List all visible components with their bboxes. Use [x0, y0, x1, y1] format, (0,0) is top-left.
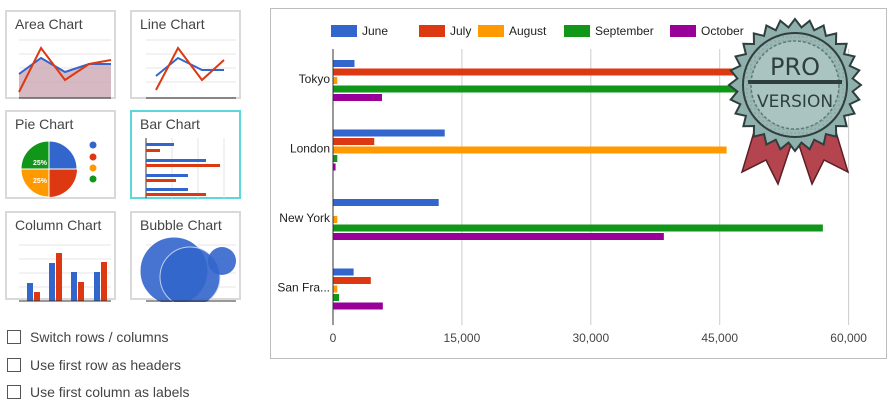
- bar: [333, 216, 338, 223]
- bar: [333, 163, 336, 171]
- bar: [333, 85, 746, 93]
- x-tick-label: 45,000: [701, 331, 738, 345]
- tile-label: Column Chart: [15, 217, 102, 233]
- bar: [333, 60, 355, 67]
- bar: [333, 224, 823, 232]
- column-chart-thumbnail: [19, 244, 111, 302]
- line-chart-thumbnail: [146, 39, 236, 99]
- tile-line-chart[interactable]: Line Chart: [130, 10, 241, 99]
- bar: [333, 277, 371, 284]
- bar: [333, 129, 445, 137]
- bar: [333, 268, 354, 276]
- tile-bubble-chart[interactable]: Bubble Chart: [130, 211, 241, 302]
- bar: [333, 233, 664, 240]
- category-label: London: [290, 142, 330, 156]
- tile-bar-chart[interactable]: Bar Chart: [130, 110, 241, 199]
- tile-label: Bar Chart: [140, 116, 200, 132]
- pie-slice-label: 25%: [33, 178, 48, 185]
- bar: [333, 155, 338, 162]
- pie-slice-label: 25%: [33, 160, 48, 167]
- x-tick-label: 0: [330, 331, 337, 345]
- tile-pie-chart[interactable]: 25% 25% Pie Chart: [5, 110, 116, 199]
- legend-label: October: [701, 24, 744, 38]
- badge-version-text: VERSION: [757, 92, 833, 112]
- category-label: San Fra...: [277, 281, 330, 295]
- first-row-headers-checkbox[interactable]: [7, 358, 21, 372]
- bar: [333, 94, 382, 101]
- legend-swatch: [419, 25, 445, 37]
- pie-chart-thumbnail: 25% 25%: [20, 140, 97, 198]
- bar: [333, 138, 375, 145]
- x-tick-label: 30,000: [572, 331, 609, 345]
- x-tick-label: 15,000: [444, 331, 481, 345]
- category-label: New York: [279, 211, 331, 225]
- tile-label: Bubble Chart: [140, 217, 222, 233]
- option-label: Use first row as headers: [30, 357, 181, 373]
- option-label: Use first column as labels: [30, 384, 190, 400]
- x-tick-label: 60,000: [830, 331, 867, 345]
- tile-label: Pie Chart: [15, 116, 74, 132]
- first-column-labels-option[interactable]: Use first column as labels: [7, 382, 190, 402]
- legend-label: July: [450, 24, 471, 38]
- bar-chart: 0 15,000 30,000 45,000 60,000 Tokyo London New …: [277, 24, 867, 345]
- legend-swatch: [670, 25, 696, 37]
- first-column-labels-checkbox[interactable]: [7, 385, 21, 399]
- legend-swatch: [478, 25, 504, 37]
- tile-column-chart[interactable]: Column Chart: [5, 211, 116, 302]
- legend-label: September: [595, 24, 654, 38]
- switch-rows-columns-option[interactable]: Switch rows / columns: [7, 327, 168, 347]
- pro-version-badge: PRO VERSION: [727, 17, 863, 186]
- legend-swatch: [564, 25, 590, 37]
- badge-pro-text: PRO: [770, 53, 820, 81]
- legend-label: August: [509, 24, 547, 38]
- legend-swatch: [331, 25, 357, 37]
- legend-label: June: [362, 24, 388, 38]
- bar: [333, 285, 338, 293]
- bar: [333, 294, 340, 301]
- tile-area-chart[interactable]: Area Chart: [5, 10, 116, 99]
- bar: [333, 199, 439, 206]
- bar: [333, 146, 727, 154]
- bar: [333, 77, 338, 84]
- bar: [333, 68, 755, 76]
- first-row-headers-option[interactable]: Use first row as headers: [7, 355, 181, 375]
- area-chart-thumbnail: [18, 39, 112, 99]
- bar: [333, 302, 383, 310]
- tile-label: Line Chart: [140, 16, 205, 32]
- bar-chart-thumbnail: [145, 138, 225, 198]
- tile-label: Area Chart: [15, 16, 83, 32]
- switch-rows-columns-checkbox[interactable]: [7, 330, 21, 344]
- category-label: Tokyo: [299, 72, 331, 86]
- bubble-chart-thumbnail: [139, 236, 236, 302]
- option-label: Switch rows / columns: [30, 329, 169, 345]
